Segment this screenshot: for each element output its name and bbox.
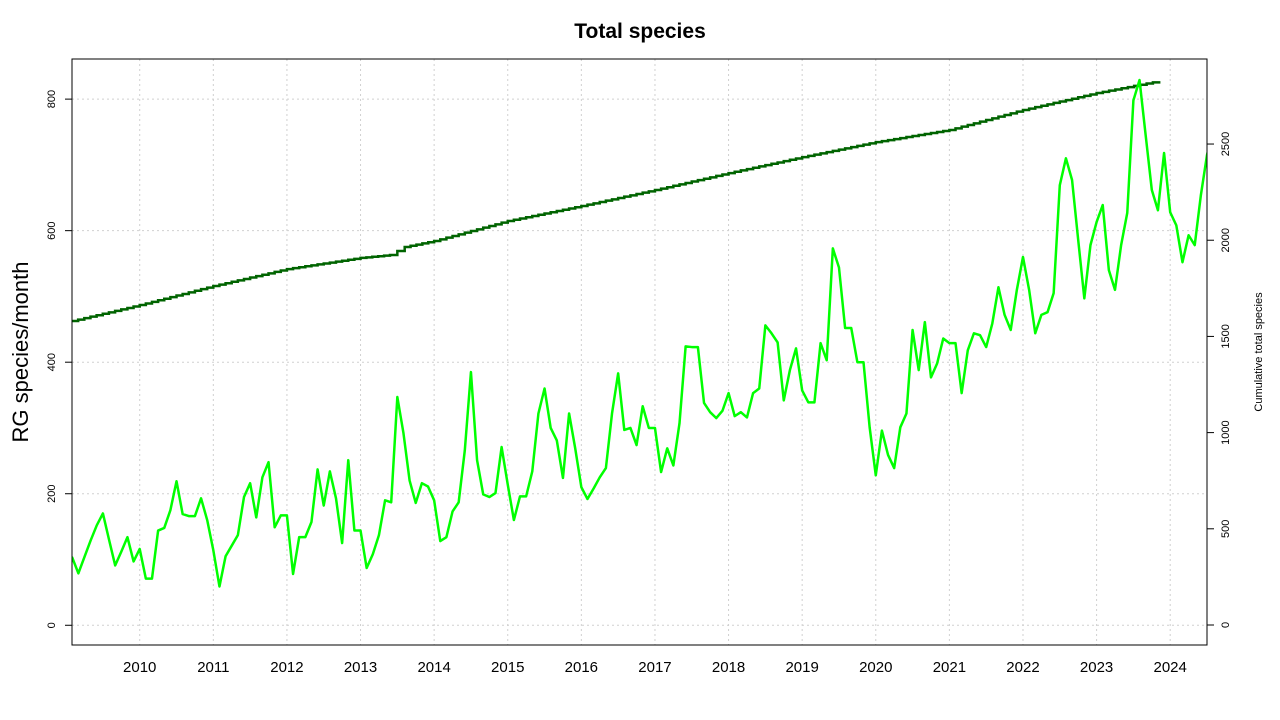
x-tick-label: 2023	[1080, 659, 1113, 676]
x-tick-label: 2014	[417, 659, 450, 676]
x-tick-label: 2024	[1154, 659, 1187, 676]
cumulative-species-line	[72, 81, 1161, 323]
x-tick-label: 2013	[344, 659, 377, 676]
y2-axis-label: Cumulative total species	[1253, 292, 1265, 412]
y-tick-label: 400	[46, 353, 58, 371]
axes: 2010 2011 2012 2013 2014 2015 2016 2017 2018 2019…	[46, 90, 1232, 676]
y-axis-label: RG species/month	[8, 262, 33, 443]
x-tick-label: 2010	[123, 659, 156, 676]
x-tick-label: 2021	[933, 659, 966, 676]
chart-title: Total species	[574, 20, 706, 43]
x-tick-label: 2020	[859, 659, 892, 676]
y-tick-label: 600	[46, 221, 58, 239]
y2-tick-label: 500	[1220, 520, 1232, 538]
y2-tick-label: 1000	[1220, 420, 1232, 444]
y-tick-label: 800	[46, 90, 58, 108]
grid	[72, 59, 1207, 645]
y2-tick-label: 2500	[1220, 132, 1232, 156]
y2-tick-label: 2000	[1220, 228, 1232, 252]
x-tick-label: 2019	[785, 659, 818, 676]
x-tick-label: 2017	[638, 659, 671, 676]
monthly-species-line	[72, 78, 1207, 588]
y2-tick-label: 1500	[1220, 324, 1232, 348]
y-tick-label: 200	[46, 485, 58, 503]
x-tick-label: 2018	[712, 659, 745, 676]
x-tick-label: 2011	[197, 659, 229, 676]
series-layer	[72, 78, 1207, 588]
x-tick-label: 2012	[270, 659, 303, 676]
x-tick-label: 2016	[565, 659, 598, 676]
x-tick-label: 2022	[1006, 659, 1039, 676]
x-tick-label: 2015	[491, 659, 524, 676]
plot-frame	[71, 58, 1208, 646]
y-tick-label: 0	[46, 622, 58, 628]
y2-tick-label: 0	[1220, 622, 1232, 628]
